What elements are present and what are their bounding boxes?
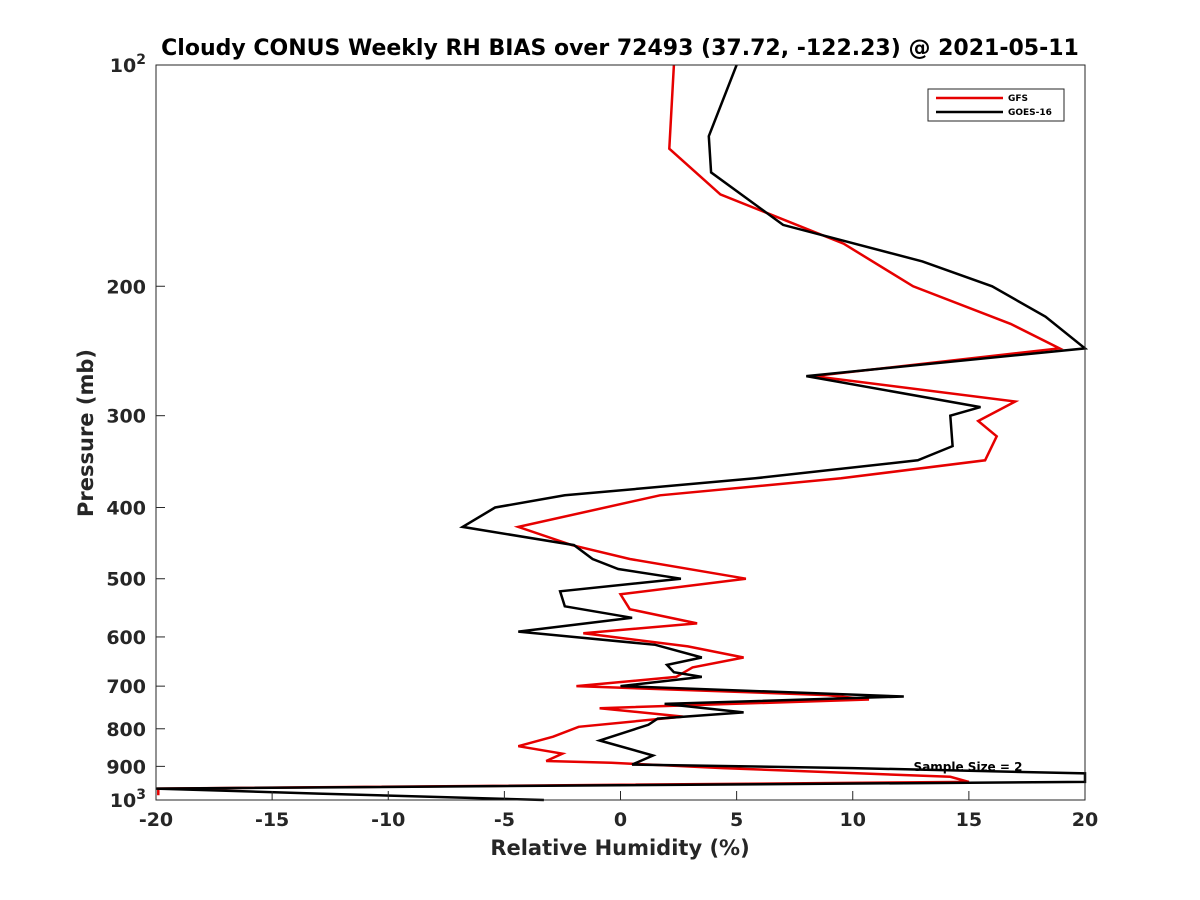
y-tick-label: 600 <box>106 627 146 649</box>
y-tick-label: 300 <box>106 406 146 428</box>
x-tick-label: 20 <box>1072 809 1098 831</box>
x-tick-label: -20 <box>139 809 173 831</box>
y-tick-label: 800 <box>106 719 146 741</box>
sample-size-annotation: Sample Size = 2 <box>914 760 1023 774</box>
x-tick-label: 15 <box>956 809 982 831</box>
chart-title: Cloudy CONUS Weekly RH BIAS over 72493 (… <box>161 36 1079 61</box>
legend: GFS GOES-16 <box>927 88 1065 122</box>
x-tick-label: -15 <box>255 809 289 831</box>
y-tick-label: 700 <box>106 676 146 698</box>
y-tick-label: 500 <box>106 569 146 591</box>
x-axis-label: Relative Humidity (%) <box>490 836 749 860</box>
y-tick-label: 102 <box>110 52 146 77</box>
y-tick-label: 200 <box>106 276 146 298</box>
y-tick-label: 103 <box>110 787 146 812</box>
plot-lines <box>155 64 1089 802</box>
y-tick-label: 400 <box>106 498 146 520</box>
y-axis-label: Pressure (mb) <box>74 349 98 517</box>
x-tick-label: 10 <box>840 809 866 831</box>
x-axis-ticks: -20 -15 -10 -5 0 5 10 15 20 <box>139 791 1098 831</box>
series-line-goes-16 <box>155 64 1089 802</box>
legend-label-gfs: GFS <box>1008 94 1028 104</box>
x-tick-label: 0 <box>614 809 627 831</box>
x-tick-label: -5 <box>494 809 515 831</box>
series-line-gfs <box>157 64 1064 796</box>
y-axis-ticks: 102 200 300 400 500 600 700 800 900 103 <box>106 52 165 812</box>
plot-area-frame <box>155 64 1086 801</box>
x-tick-label: -10 <box>371 809 405 831</box>
y-tick-label: 900 <box>106 756 146 778</box>
x-tick-label: 5 <box>730 809 743 831</box>
legend-box <box>927 88 1065 122</box>
legend-label-goes-16: GOES-16 <box>1008 108 1052 118</box>
